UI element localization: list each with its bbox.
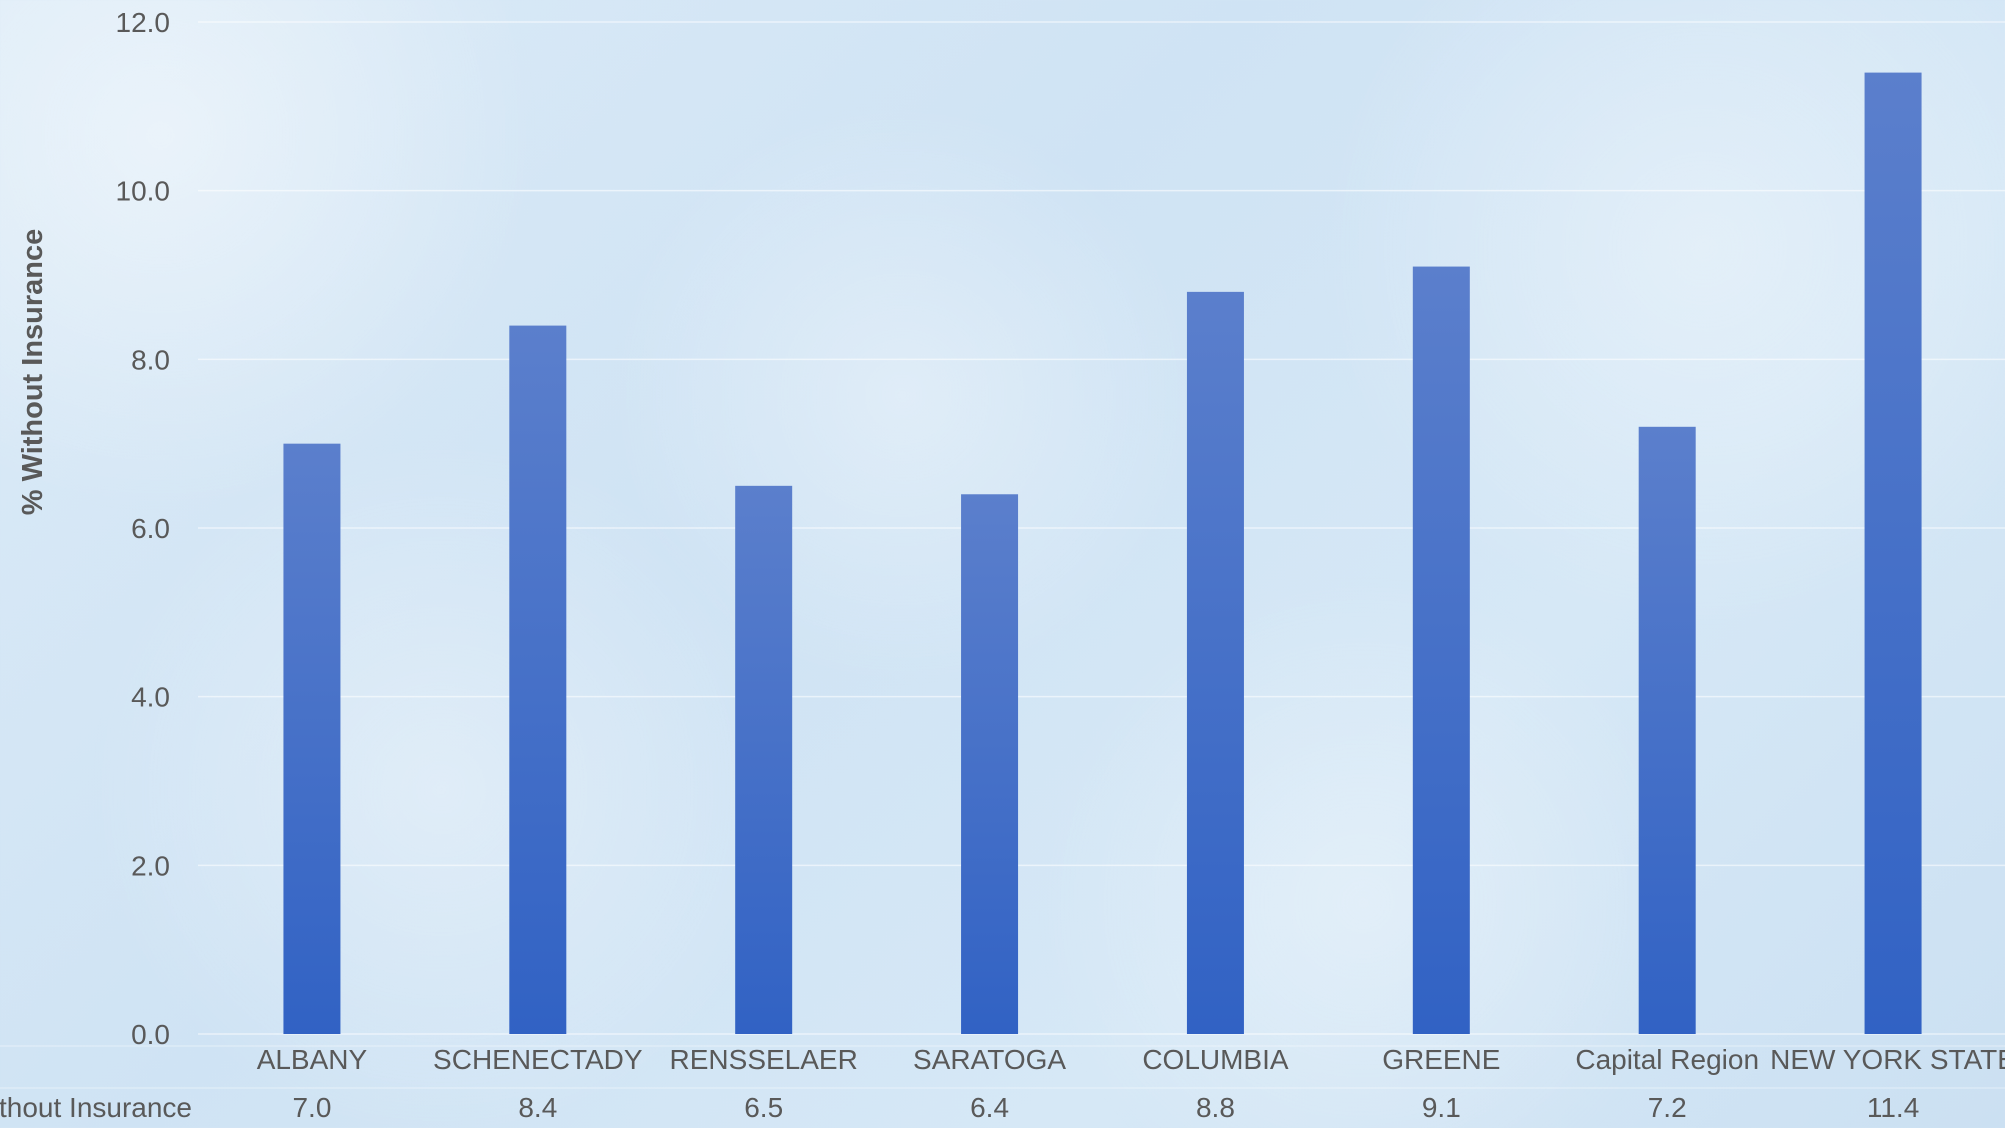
data-table-value: 8.4 [518, 1092, 557, 1123]
y-tick-label: 2.0 [131, 850, 170, 881]
category-label: Capital Region [1575, 1044, 1759, 1075]
y-tick-label: 10.0 [116, 176, 171, 207]
bar-saratoga [961, 494, 1019, 1034]
data-table-value: 6.5 [744, 1092, 783, 1123]
bar-schenectady [509, 325, 567, 1035]
y-axis-title: % Without Insurance [17, 229, 49, 516]
category-label: NEW YORK STATE [1770, 1044, 2005, 1075]
bar-capital-region [1638, 426, 1696, 1034]
data-table-value: 8.8 [1196, 1092, 1235, 1123]
data-table-value: 7.0 [292, 1092, 331, 1123]
category-label: SARATOGA [913, 1044, 1066, 1075]
x-axis-categories: ALBANY SCHENECTADY RENSSELAER SARATOGA COLUM… [257, 1044, 2005, 1075]
data-table-value: 9.1 [1422, 1092, 1461, 1123]
data-table-value: 7.2 [1648, 1092, 1687, 1123]
bar-columbia [1186, 291, 1244, 1034]
bar-new-york-state [1864, 72, 1922, 1035]
data-table-value: 6.4 [970, 1092, 1009, 1123]
bar-rensselaer [735, 485, 793, 1034]
y-tick-label: 4.0 [131, 682, 170, 713]
data-table-value: 11.4 [1867, 1092, 1919, 1123]
y-tick-label: 6.0 [131, 513, 170, 544]
y-tick-label: 8.0 [131, 344, 170, 375]
category-label: ALBANY [257, 1044, 368, 1075]
y-axis-ticks: 0.0 2.0 4.0 6.0 8.0 10.0 12.0 [116, 7, 171, 1050]
y-tick-label: 12.0 [116, 7, 171, 38]
bar-greene [1412, 266, 1470, 1035]
category-label: COLUMBIA [1142, 1044, 1289, 1075]
y-tick-label: 0.0 [131, 1019, 170, 1050]
category-label: SCHENECTADY [433, 1044, 643, 1075]
bars [283, 72, 1922, 1035]
data-table-row-label: % Without Insurance [0, 1092, 192, 1123]
data-table: 7.0 8.4 6.5 6.4 8.8 9.1 7.2 11.4 % Without Insur… [0, 1045, 2005, 1123]
category-label: GREENE [1382, 1044, 1500, 1075]
gridlines [198, 21, 2005, 1035]
bar-albany [283, 443, 341, 1035]
category-label: RENSSELAER [670, 1044, 858, 1075]
